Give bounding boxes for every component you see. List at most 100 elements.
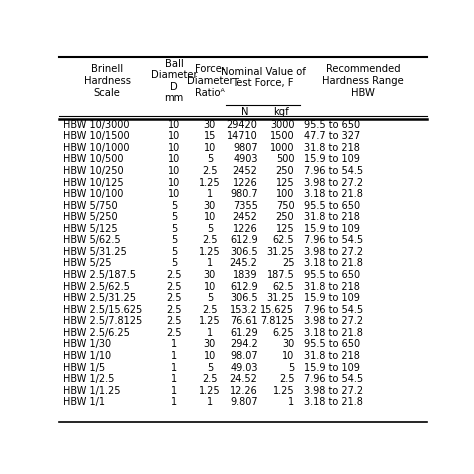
Text: 31.25: 31.25 — [266, 293, 294, 303]
Text: 49.03: 49.03 — [230, 363, 258, 373]
Text: N: N — [241, 107, 248, 117]
Text: 10: 10 — [204, 143, 216, 153]
Text: HBW 5/250: HBW 5/250 — [63, 212, 118, 222]
Text: 1: 1 — [207, 328, 213, 338]
Text: 62.5: 62.5 — [273, 282, 294, 292]
Text: 5: 5 — [171, 224, 177, 234]
Text: 31.25: 31.25 — [266, 247, 294, 257]
Text: HBW 2.5/6.25: HBW 2.5/6.25 — [63, 328, 130, 338]
Text: HBW 10/1500: HBW 10/1500 — [63, 131, 129, 141]
Text: 250: 250 — [276, 166, 294, 176]
Text: 30: 30 — [204, 201, 216, 210]
Text: 2.5: 2.5 — [202, 374, 218, 384]
Text: 2.5: 2.5 — [166, 270, 182, 280]
Text: 5: 5 — [288, 363, 294, 373]
Text: 5: 5 — [171, 258, 177, 268]
Text: 153.2: 153.2 — [230, 305, 258, 315]
Text: HBW 1/1: HBW 1/1 — [63, 397, 105, 407]
Text: HBW 5/750: HBW 5/750 — [63, 201, 118, 210]
Text: 30: 30 — [204, 120, 216, 130]
Text: 10: 10 — [204, 351, 216, 361]
Text: 10: 10 — [168, 155, 180, 164]
Text: 9807: 9807 — [233, 143, 258, 153]
Text: 1226: 1226 — [233, 178, 258, 188]
Text: 10: 10 — [168, 143, 180, 153]
Text: 1500: 1500 — [270, 131, 294, 141]
Text: Force-
Diameter
Ratioᴬ: Force- Diameter Ratioᴬ — [187, 64, 233, 98]
Text: 47.7 to 327: 47.7 to 327 — [303, 131, 360, 141]
Text: 2.5: 2.5 — [202, 305, 218, 315]
Text: Ball
Diameter
D
mm: Ball Diameter D mm — [151, 59, 197, 103]
Text: 1.25: 1.25 — [199, 178, 221, 188]
Text: 3.98 to 27.2: 3.98 to 27.2 — [303, 247, 363, 257]
Text: 10: 10 — [204, 212, 216, 222]
Text: 1: 1 — [171, 339, 177, 349]
Text: 61.29: 61.29 — [230, 328, 258, 338]
Text: 25: 25 — [282, 258, 294, 268]
Text: 750: 750 — [276, 201, 294, 210]
Text: 10: 10 — [168, 131, 180, 141]
Text: 12.26: 12.26 — [230, 386, 258, 396]
Text: 7.96 to 54.5: 7.96 to 54.5 — [303, 166, 363, 176]
Text: 2452: 2452 — [233, 212, 258, 222]
Text: 1000: 1000 — [270, 143, 294, 153]
Text: 5: 5 — [171, 235, 177, 246]
Text: 9.807: 9.807 — [230, 397, 258, 407]
Text: 95.5 to 650: 95.5 to 650 — [303, 201, 360, 210]
Text: HBW 1/1.25: HBW 1/1.25 — [63, 386, 120, 396]
Text: 31.8 to 218: 31.8 to 218 — [303, 212, 359, 222]
Text: HBW 2.5/62.5: HBW 2.5/62.5 — [63, 282, 130, 292]
Text: Nominal Value of
Test Force, F: Nominal Value of Test Force, F — [221, 66, 306, 88]
Text: 1839: 1839 — [233, 270, 258, 280]
Text: HBW 1/10: HBW 1/10 — [63, 351, 111, 361]
Text: HBW 5/125: HBW 5/125 — [63, 224, 118, 234]
Text: 2452: 2452 — [233, 166, 258, 176]
Text: HBW 5/62.5: HBW 5/62.5 — [63, 235, 120, 246]
Text: 3.18 to 21.8: 3.18 to 21.8 — [303, 189, 363, 199]
Text: Brinell
Hardness
Scale: Brinell Hardness Scale — [83, 64, 130, 98]
Text: HBW 2.5/15.625: HBW 2.5/15.625 — [63, 305, 142, 315]
Text: 187.5: 187.5 — [266, 270, 294, 280]
Text: 2.5: 2.5 — [166, 328, 182, 338]
Text: 10: 10 — [168, 189, 180, 199]
Text: 15.9 to 109: 15.9 to 109 — [303, 363, 359, 373]
Text: HBW 10/250: HBW 10/250 — [63, 166, 124, 176]
Text: HBW 10/125: HBW 10/125 — [63, 178, 124, 188]
Text: 7.96 to 54.5: 7.96 to 54.5 — [303, 235, 363, 246]
Text: 125: 125 — [276, 224, 294, 234]
Text: 10: 10 — [168, 166, 180, 176]
Text: 7.96 to 54.5: 7.96 to 54.5 — [303, 305, 363, 315]
Text: HBW 10/100: HBW 10/100 — [63, 189, 123, 199]
Text: 95.5 to 650: 95.5 to 650 — [303, 339, 360, 349]
Text: Recommended
Hardness Range
HBW: Recommended Hardness Range HBW — [322, 64, 404, 98]
Text: 31.8 to 218: 31.8 to 218 — [303, 143, 359, 153]
Text: HBW 2.5/31.25: HBW 2.5/31.25 — [63, 293, 136, 303]
Text: HBW 10/3000: HBW 10/3000 — [63, 120, 129, 130]
Text: 30: 30 — [204, 339, 216, 349]
Text: 15.9 to 109: 15.9 to 109 — [303, 155, 359, 164]
Text: HBW 1/30: HBW 1/30 — [63, 339, 111, 349]
Text: 250: 250 — [276, 212, 294, 222]
Text: 1.25: 1.25 — [199, 316, 221, 326]
Text: 5: 5 — [171, 201, 177, 210]
Text: 1.25: 1.25 — [273, 386, 294, 396]
Text: 98.07: 98.07 — [230, 351, 258, 361]
Text: 2.5: 2.5 — [166, 293, 182, 303]
Text: 294.2: 294.2 — [230, 339, 258, 349]
Text: 29420: 29420 — [227, 120, 258, 130]
Text: 1226: 1226 — [233, 224, 258, 234]
Text: 10: 10 — [282, 351, 294, 361]
Text: HBW 2.5/187.5: HBW 2.5/187.5 — [63, 270, 136, 280]
Text: HBW 1/5: HBW 1/5 — [63, 363, 105, 373]
Text: 7355: 7355 — [233, 201, 258, 210]
Text: 10: 10 — [168, 178, 180, 188]
Text: 5: 5 — [207, 293, 213, 303]
Text: 2.5: 2.5 — [202, 235, 218, 246]
Text: 30: 30 — [282, 339, 294, 349]
Text: 1: 1 — [171, 397, 177, 407]
Text: 245.2: 245.2 — [230, 258, 258, 268]
Text: 5: 5 — [171, 247, 177, 257]
Text: 15: 15 — [204, 131, 216, 141]
Text: 7.96 to 54.5: 7.96 to 54.5 — [303, 374, 363, 384]
Text: 3.18 to 21.8: 3.18 to 21.8 — [303, 397, 363, 407]
